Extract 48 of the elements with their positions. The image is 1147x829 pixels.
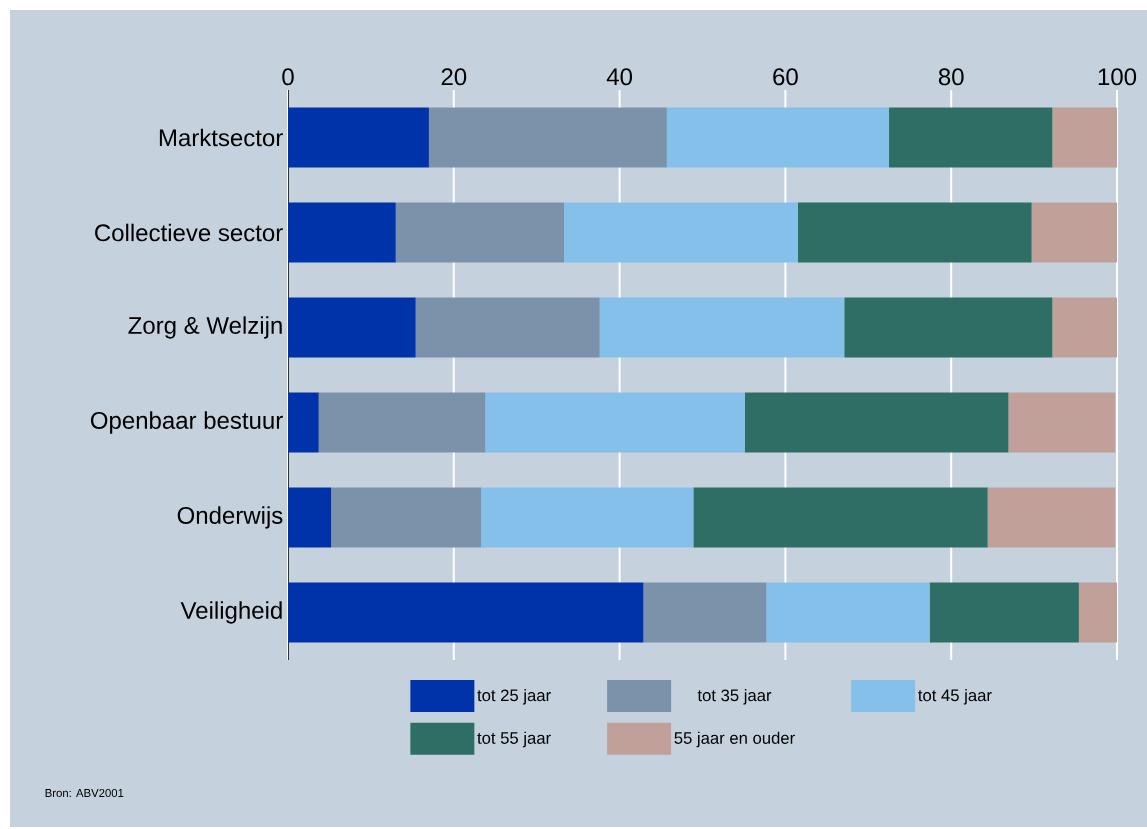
bar [766, 582, 930, 643]
bar [564, 202, 798, 263]
y-tick-label: Zorg & Welzijn [128, 316, 282, 339]
bar [1052, 297, 1118, 358]
x-tick-label: 100 [1098, 68, 1137, 86]
x-tick-label: 80 [938, 68, 964, 86]
bar [428, 107, 667, 168]
bar [929, 582, 1079, 643]
bar [666, 107, 890, 168]
bar [288, 487, 332, 548]
bar [693, 487, 988, 548]
x-tick-label: 40 [606, 68, 633, 86]
bar [987, 487, 1116, 548]
bar [485, 392, 745, 453]
y-tick-label: Veiligheid [180, 601, 282, 624]
y-tick-label: Onderwijs [177, 506, 283, 529]
y-tick-label: Marktsector [159, 128, 283, 147]
bar [288, 582, 644, 643]
bar [1078, 582, 1118, 643]
bar [288, 392, 319, 453]
bar [844, 297, 1053, 358]
bar [1008, 392, 1116, 453]
bar [599, 297, 845, 358]
legend-label: tot 45 jaar [918, 688, 992, 705]
bar [318, 392, 486, 453]
bar [288, 202, 396, 263]
bar [331, 487, 482, 548]
legend-label: tot 55 jaar [477, 731, 551, 748]
legend-label: tot 25 jaar [477, 688, 551, 705]
bar [288, 297, 416, 358]
x-tick-label: 20 [441, 68, 467, 86]
bar [415, 297, 600, 358]
bar [395, 202, 565, 263]
y-tick-label: Collectieve sector [95, 223, 283, 242]
bar [797, 202, 1032, 263]
text: Bron: ABV2001 [45, 789, 124, 798]
bar [744, 392, 1009, 453]
bar [288, 107, 429, 168]
x-tick-label: 0 [282, 68, 294, 86]
bar [1052, 107, 1118, 168]
y-tick-label: Openbaar bestuur [90, 411, 283, 434]
legend-label: 55 jaar en ouder [674, 731, 795, 748]
legend-label: tot 35 jaar [697, 688, 772, 705]
bar [643, 582, 767, 643]
bar [1031, 202, 1118, 263]
bar [889, 107, 1053, 168]
bar [481, 487, 694, 548]
x-tick-label: 60 [773, 68, 798, 86]
